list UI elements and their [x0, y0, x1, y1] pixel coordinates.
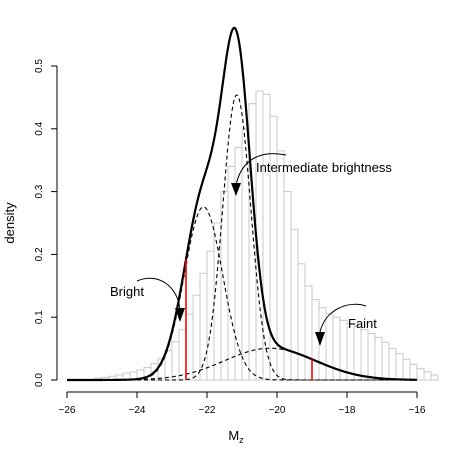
y-axis: 0.0 0.1 0.2 0.3 0.4 0.5: [34, 59, 58, 387]
histogram-bar: [171, 341, 180, 381]
histogram-bar: [199, 272, 208, 381]
histogram-bar: [248, 103, 257, 381]
threshold-lines: [185, 259, 313, 380]
x-axis: −26 −24 −22 −20 −18 −16: [59, 391, 426, 416]
histogram-bar: [290, 228, 299, 381]
y-tick-label: 0.5: [34, 59, 45, 73]
histogram-bar: [346, 322, 355, 381]
annotation-faint: Faint: [315, 303, 377, 346]
annotation-bright-label: Bright: [110, 284, 144, 299]
histogram-bar: [423, 371, 432, 381]
y-axis-label: density: [2, 202, 17, 244]
histogram-bar: [206, 250, 215, 381]
histogram-bar: [353, 326, 362, 381]
histogram-bars: [94, 90, 439, 381]
total-density-curve: [67, 26, 418, 382]
histogram-bar: [178, 329, 187, 381]
histogram-bar: [374, 336, 383, 381]
x-tick-label: −20: [269, 405, 286, 416]
x-tick-label: −16: [409, 405, 426, 416]
arrowhead: [175, 308, 185, 322]
histogram-bar: [395, 353, 404, 381]
y-tick-label: 0.1: [34, 310, 45, 324]
x-axis-label: Mz: [228, 428, 244, 445]
y-tick-label: 0.4: [34, 121, 45, 135]
histogram-bar: [430, 374, 439, 381]
y-tick-label: 0.0: [34, 373, 45, 387]
histogram-bar: [185, 313, 194, 381]
histogram-bar: [304, 285, 313, 381]
x-tick-label: −22: [199, 405, 216, 416]
histogram-bar: [164, 349, 173, 381]
arrowhead: [315, 332, 325, 346]
histogram-bar: [241, 128, 250, 381]
y-tick-label: 0.2: [34, 247, 45, 261]
x-tick-label: −26: [59, 405, 76, 416]
histogram-bar: [388, 348, 397, 381]
x-axis-label-main: M: [228, 428, 239, 443]
y-tick-label: 0.3: [34, 184, 45, 198]
arrowhead: [231, 183, 241, 196]
x-axis-label-subscript: z: [239, 435, 244, 445]
x-tick-label: −18: [339, 405, 356, 416]
annotation-bright: Bright: [110, 277, 185, 322]
histogram-bar: [227, 165, 236, 381]
histogram-bar: [192, 294, 201, 381]
histogram-bar: [402, 358, 411, 381]
histogram-bar: [367, 333, 376, 381]
histogram-bar: [381, 341, 390, 381]
annotation-intermediate: Intermediate brightness: [231, 153, 392, 196]
histogram-bar: [360, 329, 369, 381]
annotation-faint-label: Faint: [348, 316, 377, 331]
histogram-bar: [416, 368, 425, 381]
histogram-bar: [325, 313, 334, 381]
histogram-bar: [297, 263, 306, 381]
x-tick-label: −24: [129, 405, 146, 416]
histogram-bar: [409, 363, 418, 381]
annotation-intermediate-label: Intermediate brightness: [256, 160, 392, 175]
